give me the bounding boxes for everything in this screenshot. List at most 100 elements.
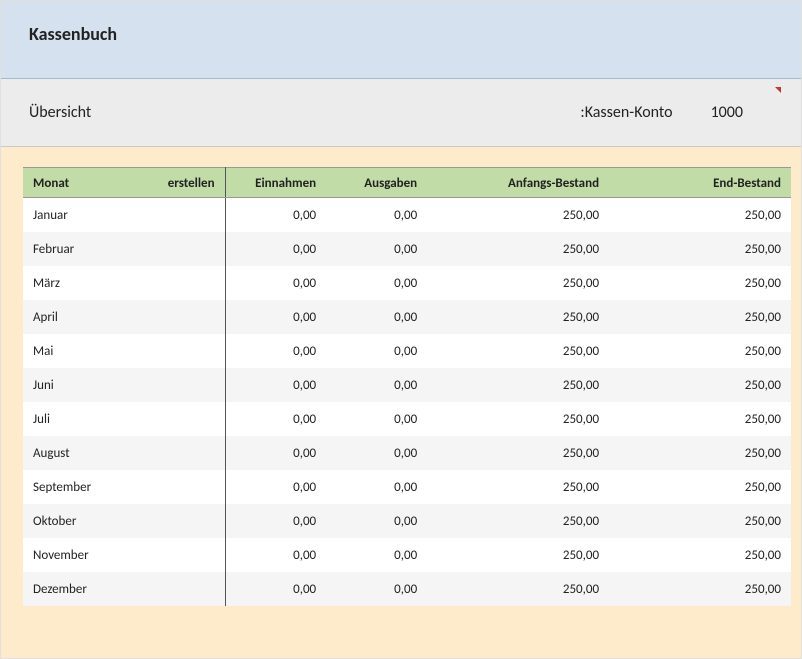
cell-anfangs: 250,00 (427, 470, 609, 504)
cell-monat: Oktober (23, 504, 144, 538)
cell-monat: September (23, 470, 144, 504)
col-monat: Monat (23, 168, 144, 198)
cell-einnahmen: 0,00 (225, 300, 326, 334)
cell-end: 250,00 (609, 300, 791, 334)
cell-monat: Februar (23, 232, 144, 266)
cell-end: 250,00 (609, 436, 791, 470)
cell-anfangs: 250,00 (427, 300, 609, 334)
cell-erstellen (144, 504, 225, 538)
table-row: Mai0,000,00250,00250,00 (23, 334, 791, 368)
cell-monat: Mai (23, 334, 144, 368)
cell-monat: August (23, 436, 144, 470)
cell-erstellen (144, 334, 225, 368)
table-row: Oktober0,000,00250,00250,00 (23, 504, 791, 538)
cell-einnahmen: 0,00 (225, 198, 326, 233)
cell-einnahmen: 0,00 (225, 266, 326, 300)
cell-end: 250,00 (609, 538, 791, 572)
table-frame: Monat erstellen Einnahmen Ausgaben Anfan… (1, 147, 801, 658)
cell-anfangs: 250,00 (427, 538, 609, 572)
cell-end: 250,00 (609, 334, 791, 368)
cell-monat: April (23, 300, 144, 334)
cell-ausgaben: 0,00 (326, 232, 427, 266)
kassenbuch-table: Monat erstellen Einnahmen Ausgaben Anfan… (23, 167, 791, 606)
cell-einnahmen: 0,00 (225, 436, 326, 470)
table-row: März0,000,00250,00250,00 (23, 266, 791, 300)
cell-ausgaben: 0,00 (326, 300, 427, 334)
cell-end: 250,00 (609, 368, 791, 402)
cell-anfangs: 250,00 (427, 504, 609, 538)
cell-ausgaben: 0,00 (326, 198, 427, 233)
table-body: Januar0,000,00250,00250,00Februar0,000,0… (23, 198, 791, 607)
subheader-band: Übersicht :Kassen-Konto 1000 (1, 79, 801, 147)
cell-ausgaben: 0,00 (326, 470, 427, 504)
table-header-row: Monat erstellen Einnahmen Ausgaben Anfan… (23, 168, 791, 198)
table-row: April0,000,00250,00250,00 (23, 300, 791, 334)
kassenbuch-page: Kassenbuch Übersicht :Kassen-Konto 1000 … (0, 0, 802, 659)
col-ausgaben: Ausgaben (326, 168, 427, 198)
title-band: Kassenbuch (1, 1, 801, 79)
page-title: Kassenbuch (29, 23, 117, 45)
cell-einnahmen: 0,00 (225, 504, 326, 538)
cell-erstellen (144, 402, 225, 436)
cell-ausgaben: 0,00 (326, 368, 427, 402)
cell-end: 250,00 (609, 402, 791, 436)
cell-ausgaben: 0,00 (326, 266, 427, 300)
cell-erstellen (144, 538, 225, 572)
cell-einnahmen: 0,00 (225, 538, 326, 572)
cell-ausgaben: 0,00 (326, 572, 427, 606)
col-end: End-Bestand (609, 168, 791, 198)
table-row: Dezember0,000,00250,00250,00 (23, 572, 791, 606)
cell-anfangs: 250,00 (427, 334, 609, 368)
cell-anfangs: 250,00 (427, 198, 609, 233)
table-row: Januar0,000,00250,00250,00 (23, 198, 791, 233)
cell-monat: Juli (23, 402, 144, 436)
cell-einnahmen: 0,00 (225, 368, 326, 402)
cell-einnahmen: 0,00 (225, 402, 326, 436)
cell-ausgaben: 0,00 (326, 538, 427, 572)
konto-number[interactable]: 1000 (711, 103, 743, 122)
cell-erstellen (144, 232, 225, 266)
cell-einnahmen: 0,00 (225, 334, 326, 368)
cell-einnahmen: 0,00 (225, 232, 326, 266)
cell-erstellen (144, 198, 225, 233)
overview-label: Übersicht (29, 103, 580, 122)
cell-ausgaben: 0,00 (326, 436, 427, 470)
cell-end: 250,00 (609, 470, 791, 504)
table-row: August0,000,00250,00250,00 (23, 436, 791, 470)
cell-erstellen (144, 368, 225, 402)
cell-end: 250,00 (609, 198, 791, 233)
cell-end: 250,00 (609, 266, 791, 300)
cell-ausgaben: 0,00 (326, 402, 427, 436)
col-anfangs: Anfangs-Bestand (427, 168, 609, 198)
cell-anfangs: 250,00 (427, 368, 609, 402)
table-row: Juli0,000,00250,00250,00 (23, 402, 791, 436)
cell-anfangs: 250,00 (427, 436, 609, 470)
table-row: Februar0,000,00250,00250,00 (23, 232, 791, 266)
cell-einnahmen: 0,00 (225, 572, 326, 606)
col-einnahmen: Einnahmen (225, 168, 326, 198)
cell-erstellen (144, 436, 225, 470)
cell-ausgaben: 0,00 (326, 504, 427, 538)
cell-erstellen (144, 300, 225, 334)
cell-erstellen (144, 266, 225, 300)
cell-monat: November (23, 538, 144, 572)
table-row: November0,000,00250,00250,00 (23, 538, 791, 572)
kassen-konto-label: :Kassen-Konto (580, 103, 672, 122)
table-row: Juni0,000,00250,00250,00 (23, 368, 791, 402)
cell-end: 250,00 (609, 572, 791, 606)
col-erstellen: erstellen (144, 168, 225, 198)
cell-ausgaben: 0,00 (326, 334, 427, 368)
cell-end: 250,00 (609, 232, 791, 266)
cell-monat: Dezember (23, 572, 144, 606)
cell-anfangs: 250,00 (427, 402, 609, 436)
cell-erstellen (144, 470, 225, 504)
cell-anfangs: 250,00 (427, 266, 609, 300)
cell-erstellen (144, 572, 225, 606)
cell-anfangs: 250,00 (427, 232, 609, 266)
table-row: September0,000,00250,00250,00 (23, 470, 791, 504)
cell-monat: Juni (23, 368, 144, 402)
cell-einnahmen: 0,00 (225, 470, 326, 504)
cell-comment-icon[interactable] (775, 87, 781, 93)
cell-anfangs: 250,00 (427, 572, 609, 606)
cell-monat: März (23, 266, 144, 300)
